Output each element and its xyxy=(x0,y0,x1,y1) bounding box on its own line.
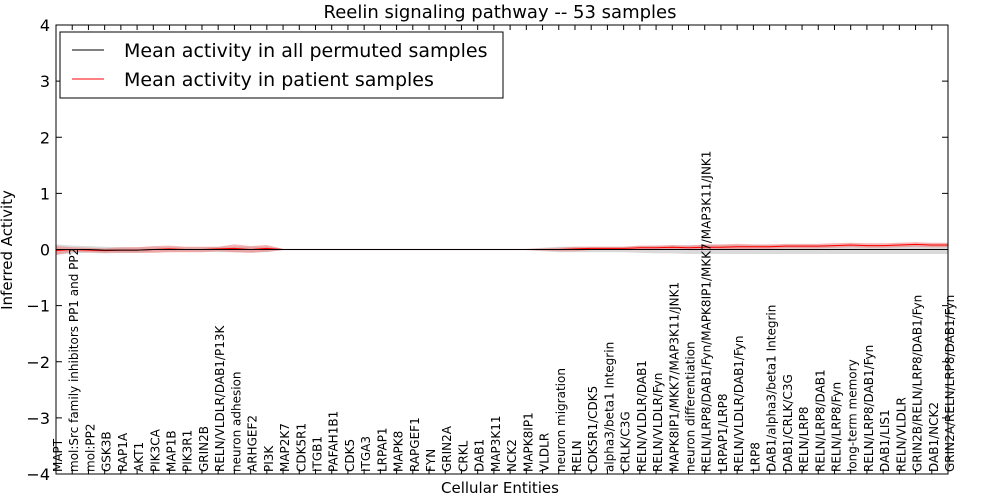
x-tick-label: alpha3/beta1 Integrin xyxy=(602,342,616,472)
x-axis-label: Cellular Entities xyxy=(441,479,559,497)
x-tick-label: ITGA3 xyxy=(359,436,373,472)
x-tick-label: DAB1/CRLK/C3G xyxy=(781,374,795,472)
x-tick-label: PI3K xyxy=(262,445,276,472)
x-tick-label: LRPAP1 xyxy=(375,427,389,472)
x-tick-label: RELN/VLDLR/DAB1/Fyn xyxy=(732,336,746,472)
chart-title: Reelin signaling pathway -- 53 samples xyxy=(324,2,677,23)
x-tick-label: RELN xyxy=(570,440,584,472)
x-tick-label: neuron migration xyxy=(554,368,568,472)
x-tick-label: GSK3B xyxy=(100,431,114,472)
x-tick-label: CDK5R1/CDK5 xyxy=(586,386,600,472)
x-tick-label: AKT1 xyxy=(132,442,146,472)
x-tick-label: DAB1/LIS1 xyxy=(878,409,892,472)
x-tick-label: RELN/VLDLR/Fyn xyxy=(651,373,665,472)
x-tick-label: RAPGEF1 xyxy=(408,417,422,472)
axes xyxy=(55,24,949,475)
x-tick-label: DAB1/alpha3/beta1 Integrin xyxy=(765,305,779,472)
x-tick-label: CDK5R1 xyxy=(294,423,308,472)
y-tick-label: −2 xyxy=(26,353,50,372)
x-tick-label: MAP1B xyxy=(165,430,179,472)
x-tick-label: MAPK8IP1/MKK7/MAP3K11/JNK1 xyxy=(667,282,681,472)
x-tick-label: RELN/LRP8/DAB1/Fyn xyxy=(862,345,876,472)
x-tick-label: PAFAH1B1 xyxy=(327,411,341,472)
x-tick-label: GRIN2B/RELN/LRP8/DAB1/Fyn xyxy=(911,295,925,472)
x-tick-label: VLDLR xyxy=(538,433,552,472)
x-tick-label: RELN/VLDLR/DAB1 xyxy=(635,360,649,472)
x-tick-label: RELN/LRP8/DAB1 xyxy=(813,369,827,472)
legend-label: Mean activity in patient samples xyxy=(124,69,434,91)
band-patient xyxy=(56,242,948,256)
y-tick-label: 1 xyxy=(40,184,50,203)
x-tick-label: NCK2 xyxy=(505,439,519,472)
x-tick-label: RELN/VLDLR/DAB1/P13K xyxy=(213,325,227,472)
x-tick-label: MAP2K7 xyxy=(278,423,292,472)
x-tick-label: FYN xyxy=(424,449,438,472)
x-tick-label: long-term memory xyxy=(846,359,860,472)
y-tick-label: −3 xyxy=(26,409,50,428)
x-tick-label: RELN/VLDLR xyxy=(894,397,908,472)
x-tick-label: CRKL xyxy=(457,440,471,472)
x-tick-label: DAB1/NCK2 xyxy=(927,402,941,472)
x-tick-label: GRIN2B xyxy=(197,426,211,472)
x-tick-label: PIK3R1 xyxy=(181,430,195,472)
y-tick-label: −4 xyxy=(26,465,50,484)
x-tick-label: MAPK8IP1 xyxy=(521,412,535,472)
y-tick-label: −1 xyxy=(26,297,50,316)
x-tick-label: GRIN2A/RELN/LRP8/DAB1/Fyn xyxy=(943,295,957,472)
x-tick-label: mol:Src family inhibitors PP1 and PP2 xyxy=(67,248,81,472)
x-tick-labels: MAPT mol:Src family inhibitors PP1 and PP… xyxy=(51,151,957,472)
x-tick-label: DAB1 xyxy=(473,439,487,472)
x-tick-label: ARHGEF2 xyxy=(246,415,260,472)
x-tick-label: RELN/LRP8 xyxy=(797,406,811,472)
x-tick-label: mol:PP2 xyxy=(83,423,97,472)
x-tick-label: MAPK8 xyxy=(392,431,406,472)
series-line-permuted xyxy=(56,249,948,251)
y-tick-label: 3 xyxy=(40,72,50,91)
x-tick-label: GRIN2A xyxy=(440,425,454,472)
y-tick-label: 0 xyxy=(40,241,50,260)
y-tick-labels: −4 −3 −2 −1 0 1 2 3 4 xyxy=(26,16,50,484)
series-lines xyxy=(55,243,948,252)
x-tick-label: MAP3K11 xyxy=(489,415,503,472)
y-axis-label: Inferred Activity xyxy=(0,190,16,310)
legend-box xyxy=(59,31,504,99)
legend-label: Mean activity in all permuted samples xyxy=(124,40,487,62)
y-tick-label: 4 xyxy=(40,16,50,35)
x-tick-label: ITGB1 xyxy=(311,436,325,472)
x-tick-label: RELN/LRP8/DAB1/Fyn/MAPK8IP1/MKK7/MAP3K11… xyxy=(700,151,714,472)
x-tick-label: PIK3CA xyxy=(148,428,162,472)
x-tick-label: CDK5 xyxy=(343,439,357,472)
y-tick-label: 2 xyxy=(40,128,50,147)
x-tick-label: MAPT xyxy=(51,438,65,472)
x-tick-label: RAP1A xyxy=(116,432,130,472)
x-tick-label: RELN/LRP8/Fyn xyxy=(830,382,844,472)
x-tick-label: neuron differentiation xyxy=(684,341,698,472)
legend: Mean activity in all permuted samples Mea… xyxy=(59,31,504,99)
x-tick-label: LRPAP1/LRP8 xyxy=(716,393,730,472)
x-tick-label: neuron adhesion xyxy=(229,371,243,472)
x-tick-label: LRP8 xyxy=(748,442,762,472)
x-tick-label: CRLK/C3G xyxy=(619,411,633,472)
